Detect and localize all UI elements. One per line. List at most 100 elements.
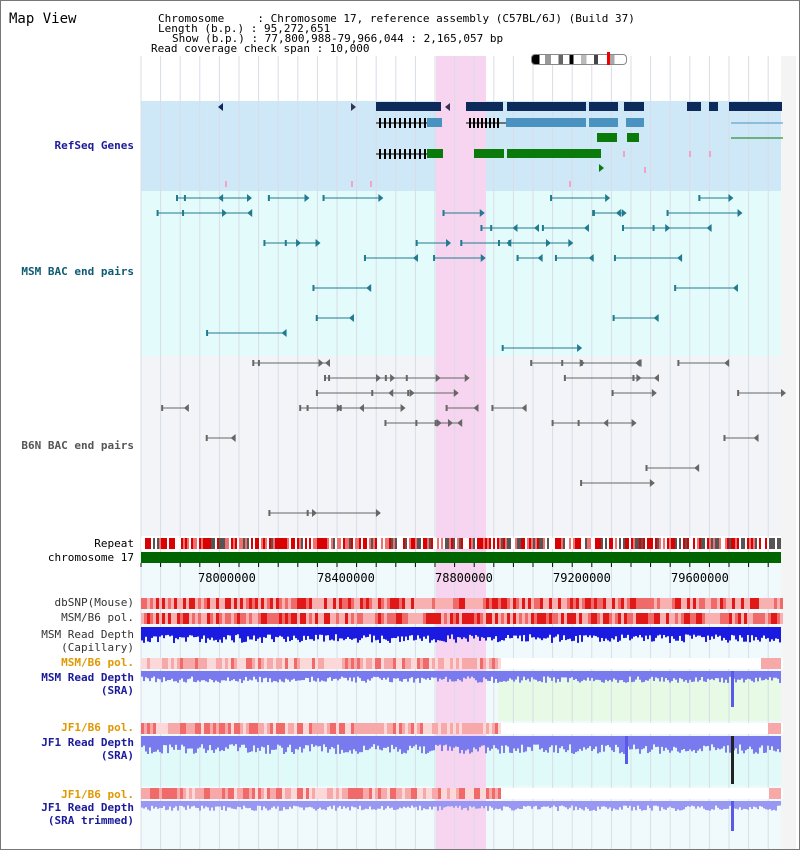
msm-b6-pol-heat <box>762 613 765 624</box>
msm-cap-depth-bar <box>315 627 317 635</box>
jf1-sra-depth-bar <box>569 736 571 745</box>
jf1-b6-pol-heat <box>426 788 429 799</box>
msm-cap-depth-bar <box>713 627 715 639</box>
msm-cap-depth-bar <box>631 627 633 639</box>
jf1-b6-pol-heat <box>624 788 627 799</box>
axis-tick-label: 78800000 <box>435 571 493 585</box>
msm-b6-pol-heat <box>693 613 696 624</box>
jf1-sra-depth-bar <box>655 736 657 748</box>
jf1-b6-pol-heat <box>600 723 603 734</box>
jf1-trim-depth-bar <box>267 801 269 811</box>
jf1-trim-depth-bar <box>155 801 157 807</box>
jf1-trim-depth-bar <box>365 801 367 809</box>
jf1-sra-depth-bar <box>699 736 701 749</box>
dbsnp-heat <box>624 598 627 609</box>
jf1-trim-depth-bar <box>249 801 251 808</box>
jf1-trim-depth-bar <box>697 801 699 807</box>
msm-cap-depth-bar <box>691 627 693 639</box>
jf1-sra-depth-bar <box>217 736 219 748</box>
jf1-b6-pol-heat <box>585 723 588 734</box>
dbsnp-heat <box>276 598 279 609</box>
msm-sra-depth-bar <box>549 671 551 678</box>
repeat-mark <box>477 538 479 549</box>
jf1-trim-depth-bar <box>603 801 605 807</box>
jf1-trim-depth-bar <box>599 801 601 810</box>
jf1-sra-depth-bar <box>357 736 359 754</box>
repeat-mark <box>507 538 509 549</box>
jf1-b6-pol-heat <box>435 788 438 799</box>
msm-sra-depth-bar <box>449 671 451 680</box>
msm-sra-depth-bar <box>187 671 189 680</box>
msm-b6-pol-heat <box>363 613 366 624</box>
msm-sra-depth-bar <box>183 671 185 682</box>
msm-cap-depth-bar <box>547 627 549 638</box>
msm-sra-depth-bar <box>683 671 685 682</box>
repeat-mark <box>511 538 513 549</box>
msm-b6-pol-heat <box>147 613 150 624</box>
dbsnp-heat <box>507 598 510 609</box>
jf1-b6-pol-heat <box>444 723 447 734</box>
msm-cap-depth-bar <box>439 627 441 641</box>
jf1-b6-pol-heat <box>696 723 699 734</box>
jf1-b6-pol-heat <box>447 788 450 799</box>
jf1-b6-pol-heat <box>573 723 576 734</box>
repeat-mark <box>713 538 715 549</box>
msm-bac-pair-end <box>296 239 302 247</box>
msm-cap-depth-bar <box>563 627 565 636</box>
msm-b6-pol-heat <box>768 613 771 624</box>
msm-bac-pair-end <box>592 210 595 216</box>
msm-cap-depth-bar <box>731 627 733 635</box>
jf1-b6-pol-heat <box>153 788 156 799</box>
jf1-b6-pol-heat <box>321 788 324 799</box>
msm-b6-pol-heat <box>159 613 162 624</box>
msm-cap-depth-bar <box>165 627 167 636</box>
repeat-mark <box>603 538 605 549</box>
msm-cap-depth-bar <box>543 627 545 639</box>
dbsnp-heat <box>261 598 264 609</box>
msm-cap-depth-bar <box>173 627 175 643</box>
msm-cap-depth-bar <box>571 627 573 642</box>
jf1-trim-depth-bar <box>721 801 723 810</box>
msm-sra-depth-bar <box>503 671 505 682</box>
jf1-b6-pol-heat <box>510 723 513 734</box>
jf1-sra-depth-bar <box>353 736 355 750</box>
msm-b6-pol-heat <box>735 613 738 624</box>
msm-cap-depth-bar <box>685 627 687 635</box>
msm-b6-pol-heat <box>537 613 540 624</box>
jf1-b6-pol-heat <box>150 723 153 734</box>
jf1-trim-depth-bar <box>741 801 743 810</box>
jf1-b6-pol-heat <box>342 788 345 799</box>
chromosome-ideogram[interactable] <box>531 54 627 65</box>
msm-cap-depth-bar <box>217 627 219 643</box>
jf1-b6-pol-heat <box>753 788 756 799</box>
jf1-b6-pol-heat <box>333 723 336 734</box>
msm-sra-depth-bar <box>325 671 327 682</box>
jf1-trim-depth-bar <box>657 801 659 807</box>
jf1-b6-pol-heat <box>552 788 555 799</box>
msm-cap-depth-bar <box>213 627 215 641</box>
jf1-sra-depth-bar <box>581 736 583 751</box>
msm-bac-pair-end <box>698 195 701 201</box>
msm-b6-pol-heat <box>753 613 756 624</box>
msm-sra-depth-bar <box>467 671 469 677</box>
jf1-sra-depth-bar <box>279 736 281 746</box>
jf1-sra-depth-bar <box>663 736 665 751</box>
jf1-sra-depth-bar <box>339 736 341 754</box>
msm-sra-depth-bar <box>623 671 625 683</box>
jf1-trim-depth-bar <box>435 801 437 807</box>
repeat-mark <box>623 538 625 549</box>
jf1-b6-pol-heat <box>339 723 342 734</box>
jf1-trim-depth-bar <box>685 801 687 808</box>
jf1-sra-depth-bar <box>577 736 579 752</box>
repeat-mark <box>693 538 695 549</box>
msm-sra-depth-bar <box>457 671 459 680</box>
jf1-trim-depth-bar <box>573 801 575 811</box>
dbsnp-heat <box>147 598 150 609</box>
msm-b6-pol-heat <box>570 658 573 669</box>
msm-b6-pol-heat <box>471 658 474 669</box>
dbsnp-heat <box>513 598 516 609</box>
msm-sra-depth-bar <box>625 671 627 683</box>
repeat-mark <box>223 538 225 549</box>
dbsnp-heat <box>579 598 582 609</box>
